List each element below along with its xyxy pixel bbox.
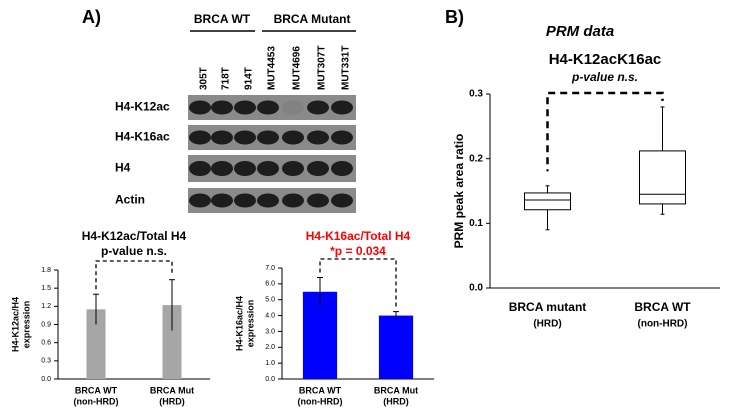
chart-subtitle: p-value n.s. (571, 70, 638, 84)
blot-row-label: H4-K12ac (115, 100, 170, 114)
blot-band (331, 193, 353, 208)
blot-band (189, 130, 211, 145)
y-tick-label: 0.1 (469, 218, 483, 229)
bar (162, 305, 182, 379)
blot-band (234, 193, 256, 208)
blot-band (257, 100, 279, 115)
y-tick-label: 1.5 (41, 285, 51, 292)
bar (86, 309, 106, 379)
box (639, 150, 686, 205)
x-tick-label: (HRD) (383, 396, 409, 406)
box (524, 192, 571, 211)
x-tick-label: (non-HRD) (298, 396, 343, 406)
blot-band (257, 193, 279, 208)
blot-band (331, 130, 353, 145)
y-tick-label: 1.8 (41, 267, 51, 274)
lane-label: MUT331T (341, 46, 352, 90)
blot-band (211, 193, 233, 208)
blot-band (189, 193, 211, 208)
y-tick-label: 0.3 (469, 89, 483, 100)
lane-label: 305T (199, 67, 210, 90)
y-tick-label: 0.2 (469, 153, 483, 164)
y-tick-label: 6.0 (265, 281, 275, 288)
lane-label: 914T (244, 67, 255, 90)
y-axis-label: expression (245, 300, 255, 348)
blot-band (307, 100, 329, 115)
blot-band (257, 160, 279, 177)
blot-band (257, 130, 279, 145)
y-tick-label: 5.0 (265, 297, 275, 304)
x-tick-label: BRCA Mut (374, 385, 418, 395)
blot-band (282, 160, 304, 177)
lane-label: 718T (221, 67, 232, 90)
blot-band (234, 100, 256, 115)
flier (546, 169, 549, 172)
x-tick-label: (non-HRD) (74, 396, 119, 406)
significance-bracket (319, 258, 397, 307)
y-tick-label: 4.0 (265, 312, 275, 319)
blot-band (211, 100, 233, 115)
blot-band (189, 160, 211, 177)
x-tick-label: BRCA WT (299, 385, 342, 395)
blot-band (189, 100, 211, 115)
lane-label: MUT307T (317, 46, 328, 90)
blot-band (307, 130, 329, 145)
blot-band (211, 130, 233, 145)
blot-row-label: H4-K16ac (115, 130, 170, 144)
y-tick-label: 0.0 (265, 376, 275, 383)
y-tick-label: 0.6 (41, 340, 51, 347)
blot-row-label: H4 (115, 161, 131, 175)
blot-row-label: Actin (115, 193, 145, 207)
y-tick-label: 0.0 (41, 376, 51, 383)
lane-label: MUT4696 (292, 46, 303, 90)
panel-label: A) (82, 7, 101, 27)
significance-bracket (95, 260, 173, 290)
blot-band (307, 160, 329, 177)
blot-band (211, 160, 233, 177)
blot-band (331, 100, 353, 115)
y-tick-label: 0.0 (469, 283, 483, 294)
y-tick-label: 3.0 (265, 328, 275, 335)
chart-subtitle: *p = 0.034 (330, 244, 386, 258)
y-tick-label: 0.3 (41, 358, 51, 365)
blot-band (282, 100, 304, 115)
x-tick-label: (HRD) (159, 396, 185, 406)
blot-band (282, 193, 304, 208)
y-axis-label: H4-K16ac/H4 (234, 296, 244, 351)
chart-title: H4-K16ac/Total H4 (306, 229, 411, 243)
blot-band (234, 130, 256, 145)
x-tick-label: BRCA Mut (150, 385, 194, 395)
y-tick-label: 1.2 (41, 303, 51, 310)
x-tick-label: BRCA WT (75, 385, 118, 395)
panel-heading: PRM data (546, 23, 614, 40)
blot-band (331, 160, 353, 177)
y-axis-label: H4-K12ac/H4 (10, 297, 20, 352)
panel-label: B) (445, 7, 464, 27)
y-tick-label: 2.0 (265, 344, 275, 351)
blot-band (282, 130, 304, 145)
chart-title: H4-K12ac/Total H4 (82, 229, 187, 243)
chart-title: H4-K12acK16ac (549, 51, 662, 68)
x-tick-label: BRCA mutant (509, 300, 587, 314)
blot-band (307, 193, 329, 208)
blot-group: BRCA Mutant (274, 12, 351, 26)
bar (378, 315, 414, 379)
y-tick-label: 1.0 (265, 360, 275, 367)
lane-label: MUT4453 (267, 46, 278, 90)
y-axis-label: PRM peak area ratio (452, 134, 466, 249)
bar (302, 291, 338, 379)
y-axis-label: expression (21, 301, 31, 349)
y-tick-label: 0.9 (41, 321, 51, 328)
y-tick-label: 7.0 (265, 265, 275, 272)
x-tick-label: (HRD) (533, 319, 561, 330)
x-tick-label: BRCA WT (634, 300, 691, 314)
x-tick-label: (non-HRD) (638, 319, 688, 330)
chart-subtitle: p-value n.s. (101, 244, 167, 258)
blot-group: BRCA WT (194, 12, 251, 26)
blot-band (234, 160, 256, 177)
